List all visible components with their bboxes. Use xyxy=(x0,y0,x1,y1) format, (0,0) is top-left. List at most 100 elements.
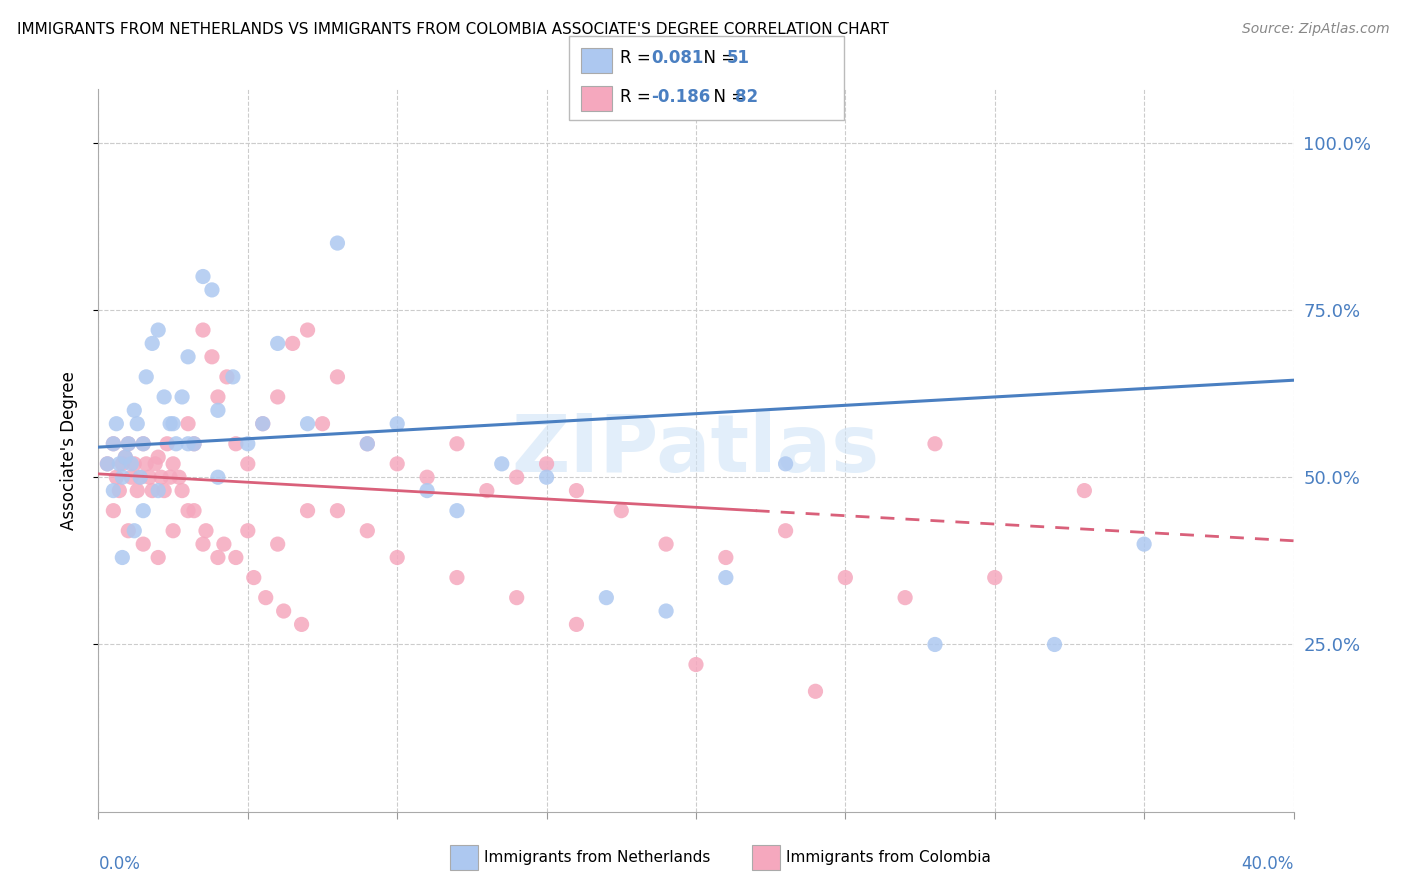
Point xyxy=(150,470,173,484)
Point xyxy=(148,483,170,498)
Point xyxy=(610,503,633,517)
Point xyxy=(236,457,259,471)
Point xyxy=(775,457,797,471)
Point xyxy=(148,550,170,565)
Point xyxy=(385,550,409,565)
Point xyxy=(183,436,205,450)
Point xyxy=(536,457,558,471)
Point xyxy=(267,390,290,404)
Point xyxy=(103,483,125,498)
Text: IMMIGRANTS FROM NETHERLANDS VS IMMIGRANTS FROM COLOMBIA ASSOCIATE'S DEGREE CORRE: IMMIGRANTS FROM NETHERLANDS VS IMMIGRANT… xyxy=(17,22,889,37)
Point xyxy=(212,537,235,551)
Point xyxy=(117,524,139,538)
Point xyxy=(124,457,146,471)
Y-axis label: Associate's Degree: Associate's Degree xyxy=(59,371,77,530)
Point xyxy=(685,657,707,672)
Point xyxy=(655,604,678,618)
Point xyxy=(111,550,134,565)
Point xyxy=(191,269,214,284)
Point xyxy=(105,470,128,484)
Point xyxy=(162,417,184,431)
Point xyxy=(201,283,224,297)
Point xyxy=(108,457,131,471)
Point xyxy=(356,436,378,450)
Point xyxy=(207,390,229,404)
Text: 0.0%: 0.0% xyxy=(98,855,141,873)
Point xyxy=(416,470,439,484)
Text: 40.0%: 40.0% xyxy=(1241,855,1294,873)
Point xyxy=(191,537,214,551)
Point xyxy=(565,483,588,498)
Point xyxy=(120,457,142,471)
Point xyxy=(297,323,319,337)
Point xyxy=(148,323,170,337)
Text: R =: R = xyxy=(620,49,657,68)
Point xyxy=(297,417,319,431)
Point xyxy=(446,571,468,585)
Point xyxy=(506,470,529,484)
Point xyxy=(141,483,163,498)
Point xyxy=(162,457,184,471)
Point xyxy=(243,571,266,585)
Point xyxy=(356,436,378,450)
Point xyxy=(326,236,349,251)
Point xyxy=(172,483,194,498)
Point xyxy=(207,470,229,484)
Point xyxy=(222,369,245,384)
Point xyxy=(172,390,194,404)
Point xyxy=(165,436,187,450)
Point xyxy=(96,457,118,471)
Point xyxy=(775,524,797,538)
Point xyxy=(236,436,259,450)
Point xyxy=(207,550,229,565)
Point xyxy=(565,617,588,632)
Point xyxy=(291,617,314,632)
Point xyxy=(984,571,1007,585)
Point xyxy=(416,483,439,498)
Text: 0.081: 0.081 xyxy=(651,49,703,68)
Text: 82: 82 xyxy=(735,87,758,105)
Point xyxy=(894,591,917,605)
Point xyxy=(141,336,163,351)
Point xyxy=(924,436,946,450)
Point xyxy=(108,483,131,498)
Point xyxy=(225,550,247,565)
Point xyxy=(117,436,139,450)
Point xyxy=(536,470,558,484)
Point xyxy=(103,503,125,517)
Point xyxy=(446,503,468,517)
Point xyxy=(177,503,200,517)
Point xyxy=(132,537,155,551)
Text: R =: R = xyxy=(620,87,657,105)
Text: -0.186: -0.186 xyxy=(651,87,710,105)
Point xyxy=(191,323,214,337)
Point xyxy=(297,503,319,517)
Point xyxy=(195,524,218,538)
Point xyxy=(177,417,200,431)
Point xyxy=(162,524,184,538)
Point xyxy=(159,417,181,431)
Text: N =: N = xyxy=(703,87,751,105)
Point xyxy=(924,637,946,651)
Point xyxy=(129,470,152,484)
Point xyxy=(127,417,149,431)
Point xyxy=(267,336,290,351)
Point xyxy=(491,457,513,471)
Point xyxy=(138,470,160,484)
Point xyxy=(1043,637,1066,651)
Point xyxy=(120,470,142,484)
Point xyxy=(252,417,274,431)
Point xyxy=(326,503,349,517)
Point xyxy=(1133,537,1156,551)
Text: Immigrants from Colombia: Immigrants from Colombia xyxy=(786,850,991,864)
Point xyxy=(114,450,136,465)
Point xyxy=(132,436,155,450)
Point xyxy=(153,390,176,404)
Point xyxy=(804,684,827,698)
Point xyxy=(475,483,498,498)
Point xyxy=(714,550,737,565)
Text: Source: ZipAtlas.com: Source: ZipAtlas.com xyxy=(1241,22,1389,37)
Point xyxy=(103,436,125,450)
Text: 51: 51 xyxy=(727,49,749,68)
Point xyxy=(595,591,617,605)
